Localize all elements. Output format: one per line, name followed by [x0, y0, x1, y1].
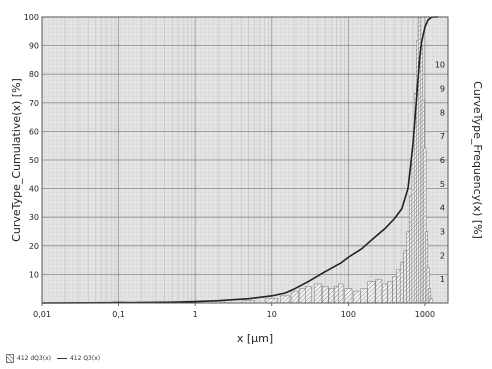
y-axis-right-title: CurveType_Frequency(x) [%] [471, 81, 484, 239]
frequency-bar [382, 283, 388, 304]
frequency-bars [76, 16, 433, 304]
y-right-tick-label: 8 [440, 108, 445, 117]
y-right-tick-label: 2 [440, 251, 445, 260]
y-right-tick-label: 6 [440, 156, 445, 165]
frequency-bar [334, 286, 339, 304]
y-right-tick-label: 1 [440, 275, 445, 284]
y-left-tick-label: 70 [29, 99, 39, 108]
frequency-bar [367, 281, 376, 304]
x-tick-label: 1 [193, 310, 198, 319]
frequency-bar [375, 278, 383, 304]
y-right-tick-label: 3 [440, 228, 445, 237]
frequency-bar [322, 286, 329, 304]
y-left-tick-label: 90 [29, 42, 39, 51]
y-left-tick-label: 100 [24, 13, 39, 22]
y-left-tick-label: 20 [29, 242, 39, 251]
x-tick-label: 0,01 [33, 310, 51, 319]
line-legend-swatch [56, 357, 67, 359]
y-left-tick-label: 50 [29, 156, 39, 165]
y-right-tick-label: 4 [440, 204, 445, 213]
x-tick-label: 10 [267, 310, 277, 319]
frequency-bar [313, 283, 322, 304]
frequency-bar [406, 231, 410, 304]
y-axis-left-title: CurveType_Cumulative(x) [%] [10, 78, 23, 242]
y-left-tick-label: 80 [29, 70, 39, 79]
frequency-bar [396, 269, 401, 304]
plot-frame [41, 16, 449, 304]
frequency-bar [429, 297, 433, 304]
frequency-bar [409, 195, 413, 304]
x-tick-label: 100 [341, 310, 356, 319]
cumulative-line [41, 16, 439, 304]
y-right-tick-label: 10 [435, 61, 445, 70]
frequency-bar [298, 288, 306, 304]
frequency-bar [360, 288, 368, 304]
frequency-bar [305, 286, 312, 304]
bar-legend-label: 412 dQ3(x) [17, 354, 51, 362]
frequency-bar [353, 290, 361, 304]
cumulative-line-layer [41, 16, 439, 304]
frequency-bar [338, 283, 344, 304]
legend: 412 dQ3(x) 412 Q3(x) [6, 352, 100, 364]
y-left-tick-label: 40 [29, 185, 39, 194]
frequency-bar [392, 276, 397, 304]
tick-labels: 0,01 0,1 1 10 100 1000 10 20 30 40 50 60 70 80 90 100 1 2… [24, 13, 445, 319]
x-tick-label: 0,1 [112, 310, 125, 319]
frequency-bar [265, 297, 279, 304]
x-axis-title: x [µm] [237, 332, 273, 345]
frequency-bar [344, 288, 353, 304]
frequency-bar [280, 295, 291, 304]
line-legend-label: 412 Q3(x) [69, 354, 101, 362]
y-right-tick-label: 9 [440, 85, 445, 94]
x-tick-label: 1000 [415, 310, 435, 319]
y-right-tick-label: 7 [440, 132, 445, 141]
frequency-bar [387, 281, 393, 304]
frequency-bar [403, 250, 407, 304]
frequency-bar [290, 290, 299, 304]
y-left-tick-label: 60 [29, 127, 39, 136]
frequency-bar [400, 262, 404, 304]
grid-lines [41, 17, 449, 303]
bar-legend-swatch [6, 353, 14, 363]
frequency-bar [328, 288, 335, 304]
y-right-tick-label: 5 [440, 180, 445, 189]
frequency-bar [411, 147, 415, 304]
y-left-tick-label: 10 [29, 270, 39, 279]
y-left-tick-label: 30 [29, 213, 39, 222]
